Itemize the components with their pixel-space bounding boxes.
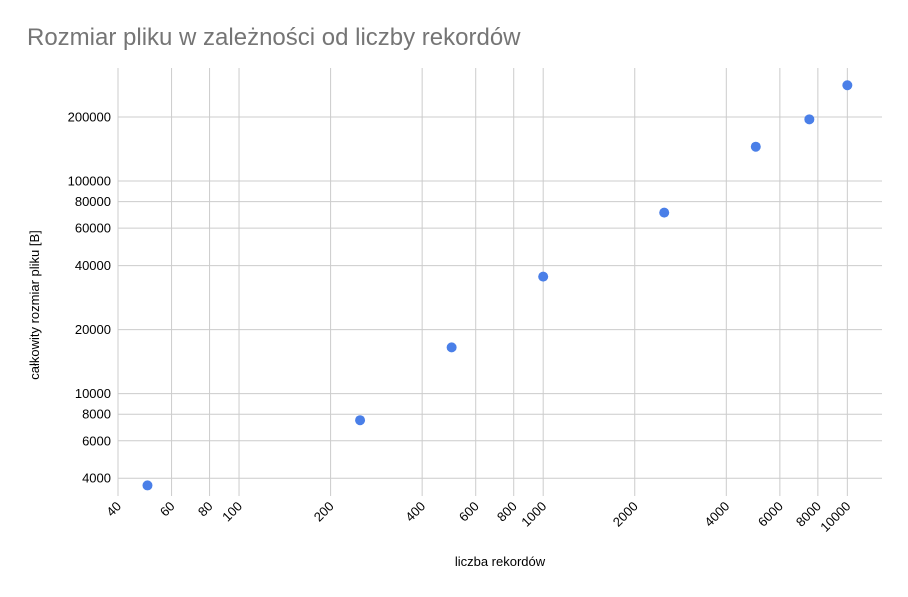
- y-tick-label: 40000: [75, 258, 111, 273]
- x-tick-label: 10000: [817, 499, 853, 535]
- y-tick-label: 10000: [75, 386, 111, 401]
- chart-title: Rozmiar pliku w zależności od liczby rek…: [27, 24, 521, 51]
- x-tick-label: 40: [103, 499, 124, 520]
- y-tick-label: 100000: [68, 174, 111, 189]
- y-tick-label: 4000: [82, 471, 111, 486]
- x-tick-label: 800: [494, 499, 520, 525]
- data-point: [446, 342, 457, 353]
- x-tick-label: 6000: [755, 499, 786, 530]
- y-tick-label: 200000: [68, 109, 111, 124]
- x-axis-title: liczba rekordów: [455, 554, 546, 569]
- data-point: [804, 114, 815, 125]
- data-point: [538, 271, 549, 282]
- data-point: [659, 207, 670, 218]
- data-point: [142, 480, 153, 491]
- data-point: [750, 141, 761, 152]
- x-tick-label: 400: [402, 499, 428, 525]
- x-tick-label: 2000: [610, 499, 641, 530]
- x-tick-label: 1000: [518, 499, 549, 530]
- x-tick-label: 100: [219, 499, 245, 525]
- x-tick-label: 80: [195, 499, 216, 520]
- y-tick-labels: 4000 6000 8000 10000 20000 40000 60000 80000 100…: [68, 109, 111, 485]
- y-axis-title: całkowity rozmiar pliku [B]: [27, 230, 42, 380]
- x-tick-label: 600: [456, 499, 482, 525]
- y-tick-label: 8000: [82, 407, 111, 422]
- y-tick-label: 60000: [75, 221, 111, 236]
- data-point: [842, 80, 853, 91]
- data-points: [142, 80, 853, 491]
- data-point: [355, 415, 366, 426]
- y-tick-label: 6000: [82, 433, 111, 448]
- grid-lines: [117, 68, 882, 496]
- y-tick-label: 20000: [75, 322, 111, 337]
- y-tick-label: 80000: [75, 194, 111, 209]
- x-tick-label: 200: [311, 499, 337, 525]
- x-tick-label: 4000: [701, 499, 732, 530]
- x-tick-label: 60: [157, 499, 178, 520]
